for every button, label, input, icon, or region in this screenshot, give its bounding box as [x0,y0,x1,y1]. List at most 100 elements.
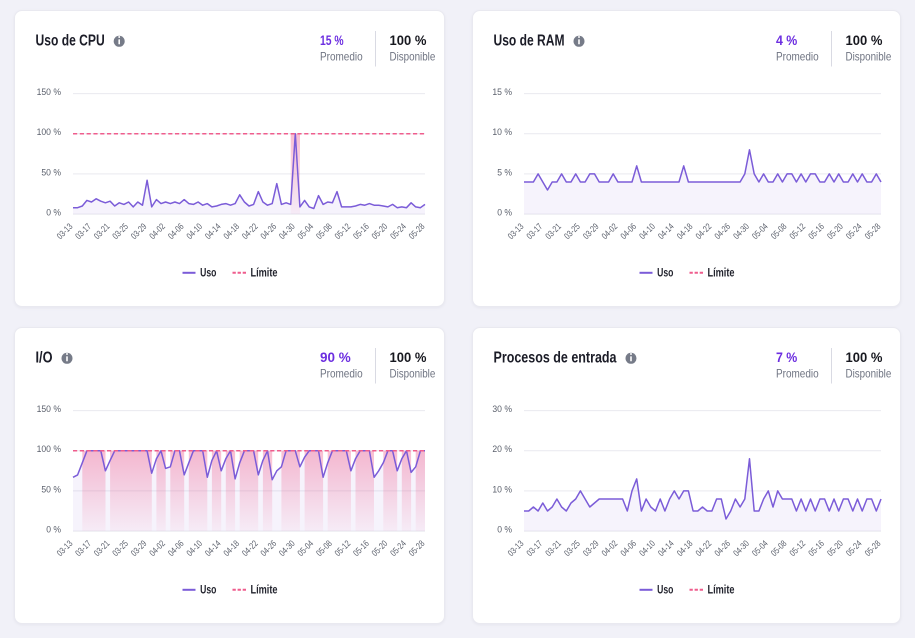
svg-text:04-26: 04-26 [712,538,732,558]
svg-text:Uso de CPU: Uso de CPU [36,32,105,49]
svg-text:03-25: 03-25 [110,538,130,558]
svg-text:03-29: 03-29 [581,221,601,241]
svg-text:Disponible: Disponible [846,366,892,380]
svg-text:100 %: 100 % [390,32,427,48]
svg-text:05-12: 05-12 [333,538,353,558]
svg-text:Uso: Uso [200,585,216,597]
svg-text:Disponible: Disponible [846,49,892,63]
svg-text:Límite: Límite [708,585,735,597]
svg-text:04-06: 04-06 [618,221,638,241]
svg-text:03-21: 03-21 [92,221,112,241]
svg-text:0 %: 0 % [46,525,61,536]
svg-text:04-30: 04-30 [277,538,297,558]
svg-text:04-02: 04-02 [147,221,167,241]
svg-text:05-16: 05-16 [806,221,826,241]
svg-text:04-18: 04-18 [675,221,695,241]
svg-text:05-24: 05-24 [844,538,864,558]
svg-text:05-12: 05-12 [788,221,808,241]
svg-text:04-26: 04-26 [712,221,732,241]
svg-text:0 %: 0 % [46,208,61,219]
svg-text:04-22: 04-22 [694,538,714,558]
svg-text:04-22: 04-22 [240,538,260,558]
svg-text:05-04: 05-04 [750,221,770,241]
svg-text:I/O: I/O [36,349,53,366]
svg-text:05-20: 05-20 [825,221,845,241]
svg-text:Promedio: Promedio [320,366,363,380]
svg-text:04-02: 04-02 [147,538,167,558]
svg-text:03-29: 03-29 [129,221,149,241]
svg-text:Promedio: Promedio [776,49,819,63]
svg-text:04-06: 04-06 [618,538,638,558]
svg-text:05-04: 05-04 [296,221,316,241]
svg-text:05-08: 05-08 [769,538,789,558]
svg-text:Uso de RAM: Uso de RAM [494,32,565,49]
svg-text:03-13: 03-13 [506,221,526,241]
svg-text:04-14: 04-14 [203,538,223,558]
svg-text:04-02: 04-02 [600,221,620,241]
svg-text:100 %: 100 % [846,32,883,48]
svg-text:30 %: 30 % [492,404,512,415]
svg-text:04-30: 04-30 [277,221,297,241]
svg-text:Promedio: Promedio [320,49,363,63]
svg-text:05-28: 05-28 [407,221,427,241]
svg-text:05-16: 05-16 [351,538,371,558]
svg-text:03-17: 03-17 [73,221,93,241]
svg-text:03-13: 03-13 [506,538,526,558]
svg-text:05-04: 05-04 [750,538,770,558]
svg-text:03-13: 03-13 [55,538,75,558]
svg-text:04-14: 04-14 [656,538,676,558]
svg-text:04-14: 04-14 [656,221,676,241]
svg-text:0 %: 0 % [497,208,512,219]
svg-text:03-25: 03-25 [562,221,582,241]
svg-text:04-26: 04-26 [259,538,279,558]
svg-text:05-08: 05-08 [769,221,789,241]
svg-text:0 %: 0 % [497,525,512,536]
svg-text:50 %: 50 % [41,167,61,178]
svg-text:05-16: 05-16 [806,538,826,558]
svg-text:150 %: 150 % [37,87,62,98]
svg-text:10 %: 10 % [492,127,512,138]
svg-text:04-14: 04-14 [203,221,223,241]
svg-text:Uso: Uso [657,585,673,597]
svg-text:04-30: 04-30 [731,221,751,241]
svg-text:20 %: 20 % [492,444,512,455]
svg-text:150 %: 150 % [37,404,62,415]
svg-text:04-18: 04-18 [221,221,241,241]
svg-text:7 %: 7 % [776,349,798,365]
svg-text:03-21: 03-21 [543,538,563,558]
svg-text:05-08: 05-08 [314,538,334,558]
svg-text:04-18: 04-18 [221,538,241,558]
svg-text:05-04: 05-04 [296,538,316,558]
svg-text:05-20: 05-20 [370,538,390,558]
svg-text:100 %: 100 % [37,444,62,455]
svg-text:05-24: 05-24 [844,221,864,241]
svg-text:Disponible: Disponible [390,366,436,380]
svg-text:100 %: 100 % [390,349,427,365]
svg-text:05-28: 05-28 [407,538,427,558]
svg-text:50 %: 50 % [41,484,61,495]
svg-text:04-10: 04-10 [184,221,204,241]
svg-text:05-16: 05-16 [351,221,371,241]
svg-text:Límite: Límite [251,268,278,280]
svg-text:5 %: 5 % [497,167,512,178]
svg-text:05-12: 05-12 [788,538,808,558]
svg-text:03-21: 03-21 [92,538,112,558]
svg-text:04-22: 04-22 [694,221,714,241]
svg-text:Uso: Uso [657,268,673,280]
svg-text:Promedio: Promedio [776,366,819,380]
svg-text:04-02: 04-02 [600,538,620,558]
svg-text:100 %: 100 % [37,127,62,138]
svg-text:04-26: 04-26 [259,221,279,241]
svg-text:04-10: 04-10 [637,221,657,241]
svg-text:05-28: 05-28 [863,221,883,241]
svg-text:03-21: 03-21 [543,221,563,241]
svg-text:03-25: 03-25 [110,221,130,241]
svg-text:03-17: 03-17 [73,538,93,558]
svg-text:100 %: 100 % [846,349,883,365]
svg-text:03-17: 03-17 [525,221,545,241]
svg-text:Límite: Límite [251,585,278,597]
svg-text:04-18: 04-18 [675,538,695,558]
svg-text:4 %: 4 % [776,32,798,48]
svg-text:04-10: 04-10 [637,538,657,558]
svg-text:03-17: 03-17 [525,538,545,558]
